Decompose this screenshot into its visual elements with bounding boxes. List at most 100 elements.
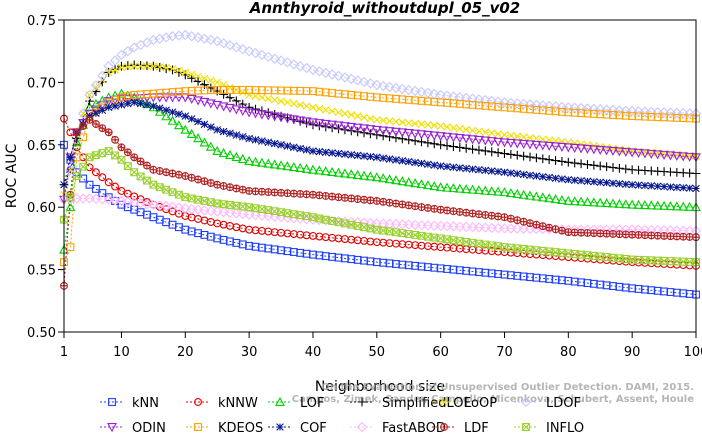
x-axis: 1 10 20 30 40 50 60 70 80 90 100 bbox=[60, 332, 702, 360]
series-point bbox=[250, 47, 261, 59]
series-point bbox=[200, 120, 209, 129]
series-point bbox=[353, 112, 362, 120]
series-point bbox=[314, 121, 324, 131]
series-point bbox=[97, 77, 107, 87]
series-point bbox=[334, 149, 343, 158]
series-point bbox=[315, 104, 324, 113]
series-knnw bbox=[60, 114, 700, 270]
series-point bbox=[256, 210, 268, 221]
y-tick-label: 0.65 bbox=[27, 139, 56, 154]
series-point bbox=[461, 143, 471, 153]
legend-item-odin: ODIN bbox=[100, 421, 166, 434]
series-point bbox=[290, 143, 298, 152]
series-point bbox=[117, 63, 126, 72]
series-point bbox=[85, 180, 94, 189]
series-point bbox=[474, 145, 484, 155]
series-point bbox=[207, 76, 215, 85]
series-point bbox=[194, 175, 203, 184]
series-point bbox=[123, 148, 132, 157]
series-point bbox=[98, 106, 107, 115]
series-point bbox=[148, 93, 159, 103]
series-point bbox=[111, 66, 119, 74]
series-point bbox=[589, 160, 599, 170]
series-point bbox=[558, 175, 566, 183]
series-point bbox=[66, 243, 75, 252]
series-point bbox=[263, 158, 274, 168]
series-point bbox=[301, 117, 312, 127]
series-point bbox=[353, 151, 362, 160]
series-point bbox=[665, 201, 676, 211]
series-point bbox=[551, 225, 560, 234]
series-point bbox=[270, 96, 279, 104]
series-point bbox=[577, 176, 585, 185]
series-point bbox=[588, 197, 599, 207]
series-point bbox=[72, 128, 81, 137]
series-point bbox=[302, 212, 311, 221]
series-point bbox=[116, 49, 127, 61]
series-point bbox=[257, 187, 266, 196]
x-tick-label: 90 bbox=[624, 345, 641, 360]
series-point bbox=[174, 68, 184, 77]
series-point bbox=[123, 162, 132, 170]
series-point bbox=[608, 198, 618, 208]
series-point bbox=[646, 149, 657, 159]
series-point bbox=[583, 251, 592, 260]
series-point bbox=[275, 55, 287, 66]
x-tick-label: 50 bbox=[369, 345, 386, 360]
series-point bbox=[448, 183, 459, 193]
series-point bbox=[168, 64, 177, 73]
series-point bbox=[615, 179, 624, 188]
series-point bbox=[175, 110, 183, 118]
series-point bbox=[314, 119, 325, 129]
series-point bbox=[512, 150, 522, 160]
series-point bbox=[117, 61, 126, 71]
series-line bbox=[63, 93, 697, 250]
series-point bbox=[206, 198, 215, 207]
series-point bbox=[225, 149, 235, 159]
series-point bbox=[104, 103, 113, 112]
series-point bbox=[346, 169, 357, 179]
series-point bbox=[575, 102, 587, 114]
series-point bbox=[500, 149, 509, 158]
legend-marker bbox=[194, 398, 202, 406]
series-point bbox=[538, 246, 547, 255]
series-point bbox=[456, 124, 464, 133]
series-point bbox=[155, 104, 164, 112]
series-point bbox=[205, 205, 217, 217]
series-knn bbox=[60, 140, 700, 299]
series-point bbox=[640, 200, 650, 210]
series-point bbox=[245, 134, 253, 143]
series-point bbox=[577, 228, 586, 237]
series-point bbox=[264, 138, 273, 147]
series-point bbox=[537, 192, 548, 202]
series-point bbox=[633, 199, 644, 209]
series-point bbox=[97, 70, 108, 81]
series-point bbox=[563, 102, 574, 113]
series-point bbox=[570, 228, 579, 237]
series-point bbox=[154, 200, 165, 211]
series-point bbox=[634, 231, 643, 239]
series-point bbox=[576, 144, 587, 154]
series-point bbox=[231, 105, 242, 115]
series-point bbox=[392, 117, 400, 126]
series-point bbox=[582, 144, 593, 154]
series-point bbox=[162, 185, 171, 194]
series-point bbox=[365, 78, 376, 89]
series-point bbox=[90, 193, 102, 205]
series-point bbox=[493, 148, 503, 158]
series-point bbox=[307, 64, 319, 76]
series-point bbox=[334, 193, 343, 202]
series-point bbox=[199, 33, 210, 44]
series-point bbox=[684, 152, 695, 162]
legend-label: FastABOD bbox=[382, 421, 446, 434]
series-point bbox=[532, 172, 541, 180]
series-point bbox=[207, 123, 215, 131]
series-point bbox=[340, 193, 349, 202]
series-point bbox=[199, 97, 210, 108]
series-point bbox=[167, 93, 178, 103]
series-point bbox=[263, 51, 274, 62]
series-point bbox=[429, 131, 440, 141]
series-point bbox=[219, 182, 228, 190]
series-point bbox=[372, 197, 381, 205]
series-point bbox=[218, 207, 229, 218]
